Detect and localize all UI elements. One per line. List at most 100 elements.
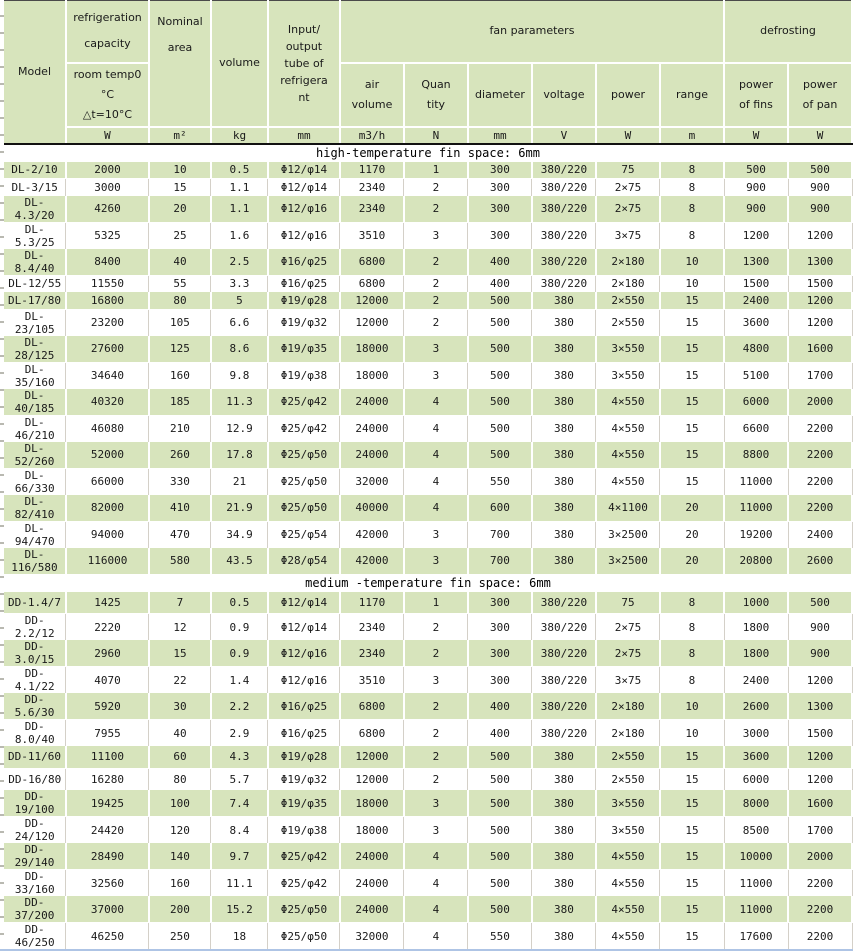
header-capacity-condition: room temp0 °C △t=10°C [65, 62, 150, 128]
data-cell-fan_range_m: 20 [659, 494, 726, 522]
data-cell-nominal_area_m2: 580 [148, 547, 212, 575]
data-cell-fan_diameter_mm: 500 [467, 441, 533, 469]
section-title: high-temperature fin space: 6mm [3, 143, 852, 162]
data-cell-defrost_power_of_pan_W: 1200 [788, 666, 853, 693]
header-fan-quantity: Quan tity [403, 62, 469, 128]
data-cell-fan_power_W: 2×180 [595, 693, 661, 720]
data-cell-voltage_V: 380 [531, 292, 597, 310]
data-cell-refrigerant_tube_mm: Φ16/φ25 [267, 693, 341, 720]
data-cell-defrost_power_of_fins_W: 500 [724, 161, 789, 179]
data-cell-fan_quantity_N: 4 [403, 843, 469, 870]
data-cell-fan_quantity_N: 3 [403, 816, 469, 843]
data-cell-volume_kg: 21.9 [210, 494, 269, 522]
data-cell-volume_kg: 8.6 [210, 335, 269, 363]
data-cell-fan_quantity_N: 2 [403, 613, 469, 640]
model-cell: DL-12/55 [3, 275, 67, 292]
data-cell-nominal_area_m2: 40 [148, 248, 212, 276]
header-defrosting: defrosting [724, 0, 853, 64]
data-cell-voltage_V: 380 [531, 362, 597, 389]
data-cell-voltage_V: 380 [531, 335, 597, 363]
data-cell-fan_range_m: 8 [659, 591, 726, 614]
data-cell-nominal_area_m2: 160 [148, 869, 212, 896]
data-cell-fan_diameter_mm: 300 [467, 161, 533, 179]
data-cell-defrost_power_of_pan_W: 900 [788, 640, 853, 667]
data-cell-defrost_power_of_fins_W: 11000 [724, 468, 789, 495]
data-cell-fan_quantity_N: 2 [403, 195, 469, 223]
data-cell-volume_kg: 5 [210, 292, 269, 310]
data-cell-volume_kg: 15.2 [210, 896, 269, 923]
table-row: DD-1.4/7 1425 7 0.5 Φ12/φ14 1170 1 300 380/220 75… [3, 591, 853, 614]
data-cell-air_volume_m3h: 18000 [339, 790, 405, 817]
data-cell-defrost_power_of_fins_W: 6000 [724, 768, 789, 790]
data-cell-fan_power_W: 2×550 [595, 746, 661, 769]
data-cell-fan_power_W: 3×550 [595, 816, 661, 843]
data-cell-refrigerant_tube_mm: Φ25/φ50 [267, 896, 341, 923]
data-cell-fan_power_W: 2×180 [595, 719, 661, 746]
table-row: DL-52/260 52000 260 17.8 Φ25/φ50 24000 4 500 380… [3, 441, 853, 469]
data-cell-nominal_area_m2: 160 [148, 362, 212, 389]
data-cell-fan_diameter_mm: 500 [467, 768, 533, 790]
data-cell-fan_diameter_mm: 300 [467, 613, 533, 640]
data-cell-fan_power_W: 4×550 [595, 441, 661, 469]
data-cell-nominal_area_m2: 7 [148, 591, 212, 614]
data-cell-refrigerant_tube_mm: Φ12/φ16 [267, 640, 341, 667]
data-cell-voltage_V: 380 [531, 494, 597, 522]
data-cell-refrigeration_capacity_W: 19425 [65, 790, 150, 817]
data-cell-nominal_area_m2: 100 [148, 790, 212, 817]
data-cell-volume_kg: 17.8 [210, 441, 269, 469]
data-cell-fan_power_W: 3×550 [595, 790, 661, 817]
data-cell-volume_kg: 0.5 [210, 591, 269, 614]
data-cell-refrigerant_tube_mm: Φ12/φ14 [267, 178, 341, 196]
model-cell: DL-40/185 [3, 388, 67, 416]
data-cell-air_volume_m3h: 12000 [339, 309, 405, 336]
data-cell-fan_range_m: 15 [659, 441, 726, 469]
data-cell-fan_power_W: 2×180 [595, 248, 661, 276]
data-cell-defrost_power_of_fins_W: 2400 [724, 292, 789, 310]
header-volume: volume [210, 0, 269, 128]
data-cell-defrost_power_of_pan_W: 2200 [788, 896, 853, 923]
data-cell-fan_range_m: 10 [659, 275, 725, 292]
data-cell-defrost_power_of_fins_W: 8800 [724, 441, 789, 469]
data-cell-air_volume_m3h: 24000 [339, 869, 405, 896]
data-cell-fan_power_W: 4×1100 [595, 494, 661, 522]
data-cell-fan_quantity_N: 3 [403, 790, 469, 817]
unit-power: W [595, 126, 661, 145]
data-cell-fan_quantity_N: 2 [403, 719, 469, 746]
data-cell-refrigerant_tube_mm: Φ19/φ28 [267, 746, 341, 769]
data-cell-fan_diameter_mm: 300 [467, 222, 533, 249]
data-cell-fan_quantity_N: 3 [403, 521, 469, 548]
data-cell-refrigerant_tube_mm: Φ19/φ28 [267, 292, 341, 310]
model-cell: DD-11/60 [3, 746, 67, 769]
data-cell-fan_diameter_mm: 300 [467, 591, 533, 614]
data-cell-refrigerant_tube_mm: Φ19/φ38 [267, 816, 341, 843]
data-cell-nominal_area_m2: 330 [148, 468, 212, 495]
data-cell-volume_kg: 18 [210, 922, 269, 949]
data-cell-defrost_power_of_pan_W: 1600 [788, 790, 853, 817]
data-cell-fan_power_W: 3×2500 [595, 521, 661, 548]
data-cell-refrigeration_capacity_W: 2220 [65, 613, 150, 640]
data-cell-air_volume_m3h: 42000 [339, 521, 405, 548]
data-cell-voltage_V: 380/220 [531, 719, 597, 746]
data-cell-voltage_V: 380/220 [531, 613, 597, 640]
data-cell-fan_power_W: 4×550 [595, 869, 661, 896]
data-cell-defrost_power_of_pan_W: 1700 [788, 362, 853, 389]
data-cell-fan_quantity_N: 3 [403, 335, 469, 363]
data-cell-volume_kg: 1.6 [210, 222, 269, 249]
data-cell-fan_diameter_mm: 300 [467, 195, 533, 223]
data-cell-fan_range_m: 10 [659, 719, 725, 746]
data-cell-volume_kg: 4.3 [210, 746, 269, 769]
data-cell-refrigerant_tube_mm: Φ12/φ16 [267, 222, 341, 249]
model-cell: DL-2/10 [3, 161, 67, 179]
table-row: DL-2/10 2000 10 0.5 Φ12/φ14 1170 1 300 380/220 75… [3, 161, 853, 179]
data-cell-fan_power_W: 2×75 [595, 178, 661, 196]
data-cell-fan_diameter_mm: 500 [467, 415, 533, 442]
data-cell-refrigeration_capacity_W: 40320 [65, 388, 150, 416]
data-cell-air_volume_m3h: 6800 [339, 693, 405, 720]
data-cell-defrost_power_of_pan_W: 1200 [788, 768, 853, 790]
data-cell-voltage_V: 380/220 [531, 178, 597, 196]
table-row: DL-116/580 116000 580 43.5 Φ28/φ54 42000 3 700 3… [3, 547, 853, 575]
unit-tube: mm [267, 126, 341, 145]
data-cell-defrost_power_of_pan_W: 2200 [788, 468, 853, 495]
data-cell-voltage_V: 380 [531, 388, 597, 416]
data-cell-fan_range_m: 15 [659, 415, 725, 442]
